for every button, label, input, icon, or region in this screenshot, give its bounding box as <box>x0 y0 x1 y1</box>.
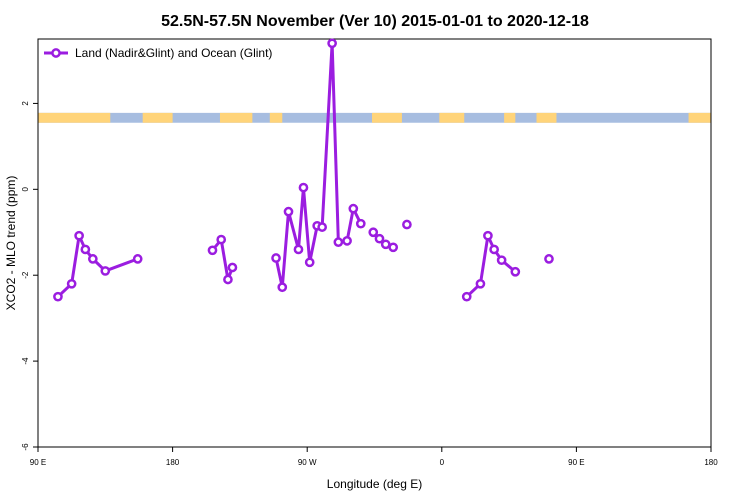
data-point <box>327 38 337 49</box>
chart-title: 52.5N-57.5N November (Ver 10) 2015-01-01… <box>161 13 589 30</box>
land-band-segment <box>504 112 516 123</box>
series-line <box>211 238 234 282</box>
legend: Land (Nadir&Glint) and Ocean (Glint) <box>44 46 272 60</box>
x-tick-label: 0 <box>440 458 445 467</box>
data-point <box>53 291 63 302</box>
land-band-segment <box>38 112 111 123</box>
data-point <box>544 254 554 264</box>
data-point <box>293 244 304 255</box>
data-point <box>496 255 507 266</box>
series-line <box>274 41 363 289</box>
y-tick-label: 0 <box>21 187 30 192</box>
data-point <box>368 227 379 238</box>
data-point <box>283 206 294 217</box>
data-point <box>342 236 352 246</box>
data-point <box>207 245 218 256</box>
data-point <box>87 254 98 264</box>
x-axis-label: Longitude (deg E) <box>327 477 422 491</box>
land-ocean-band <box>38 112 711 123</box>
x-tick-label: 180 <box>166 458 180 467</box>
data-point <box>100 266 111 276</box>
data-point <box>74 230 84 241</box>
data-point <box>355 218 366 229</box>
y-axis-label: XCO2 - MLO trend (ppm) <box>4 176 18 311</box>
data-point <box>317 222 328 232</box>
data-point <box>483 230 493 241</box>
data-point <box>216 234 227 245</box>
data-point <box>461 291 472 302</box>
legend-marker-swatch <box>51 48 61 58</box>
data-point <box>388 242 399 253</box>
data-point <box>374 233 385 244</box>
y-tick-label: -6 <box>21 443 30 451</box>
land-band-segment <box>142 112 173 123</box>
data-point <box>223 274 233 285</box>
y-tick-label: 2 <box>21 101 30 106</box>
land-band-segment <box>536 112 557 123</box>
land-band-segment <box>688 112 711 123</box>
data-point <box>510 266 521 277</box>
data-point <box>475 278 486 289</box>
data-point <box>271 253 281 263</box>
land-band-segment <box>269 112 283 123</box>
legend-label: Land (Nadir&Glint) and Ocean (Glint) <box>75 46 272 60</box>
data-point <box>80 244 91 255</box>
land-band-segment <box>372 112 402 123</box>
x-tick-label: 90 W <box>298 458 317 467</box>
data-point <box>380 239 391 250</box>
series-line <box>465 234 517 298</box>
x-tick-label: 90 E <box>568 458 584 467</box>
data-point <box>402 219 412 230</box>
data-point <box>132 254 143 264</box>
y-tick-label: -2 <box>21 271 30 279</box>
x-tick-label: 180 <box>704 458 718 467</box>
land-band-segment <box>219 112 253 123</box>
data-point <box>489 244 499 255</box>
data-point <box>304 257 315 268</box>
y-tick-label: -4 <box>21 357 30 365</box>
data-point <box>348 203 359 214</box>
land-band-segment <box>439 112 465 123</box>
data-point <box>277 282 288 293</box>
plot-frame <box>37 38 712 448</box>
axis-ticks: 90 E 180 90 W 0 90 E 180 -6 -4 -2 0 2 <box>21 101 718 467</box>
data-series <box>53 38 554 302</box>
x-tick-label: 90 E <box>30 458 46 467</box>
data-point <box>298 182 309 193</box>
data-point <box>333 237 344 247</box>
data-point <box>66 278 77 289</box>
data-point <box>227 262 238 273</box>
